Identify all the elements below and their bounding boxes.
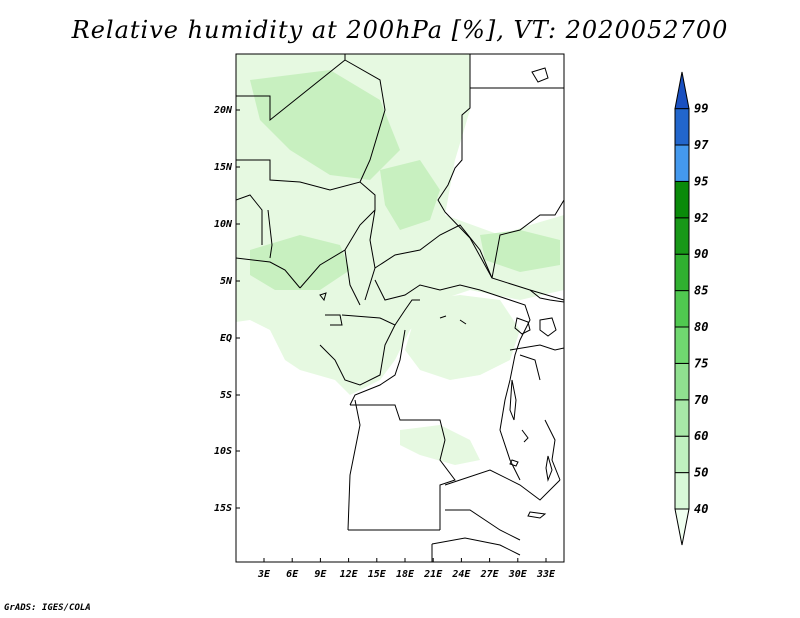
lon-tick-label: 21E [423,569,443,580]
colorbar-label: 40 [694,502,708,516]
colorbar-label: 95 [694,174,708,188]
colorbar-swatch [674,180,690,219]
lon-tick-label: 18E [396,569,415,580]
colorbar-label: 70 [694,393,708,407]
lon-tick-label: 6E [286,569,299,580]
lon-tick-label: 12E [340,569,359,580]
footer-credit: GrADS: IGES/COLA [4,603,91,613]
lat-tick-label: 10N [214,219,233,230]
colorbar-swatch [674,399,690,437]
country-borders [236,54,564,562]
colorbar-label: 99 [694,102,708,116]
map-frame [235,53,565,563]
lon-tick-label: 33E [536,569,556,580]
colorbar-swatch [674,435,690,474]
colorbar-max-arrow [674,71,690,110]
colorbar-swatch [674,290,690,328]
humidity-band-3 [250,235,350,290]
colorbar-swatch [674,108,690,146]
lon-tick-label: 30E [508,569,528,580]
lat-tick-label: 15N [214,162,233,173]
lat-tick-label: 10S [214,446,232,457]
colorbar-label: 85 [694,284,708,298]
map-title: Relative humidity at 200hPa [%], VT: 202… [71,16,729,44]
colorbar-swatch [674,326,690,364]
lon-tick-label: 24E [451,569,471,580]
colorbar-label: 50 [694,466,708,480]
colorbar-label: 60 [694,429,708,443]
lat-tick-label: 5N [220,276,233,287]
humidity-fill [236,54,564,465]
colorbar-label: 92 [694,211,708,225]
colorbar-label: 80 [694,320,708,334]
lon-tick-label: 3E [257,569,271,580]
lon-tick-label: 27E [480,569,500,580]
humidity-band-4 [480,230,560,272]
colorbar-label: 90 [694,247,708,261]
latitude-ticks: 20N 15N 10N 5N EQ 5S 10S 15S [213,105,240,514]
colorbar-swatch [674,217,690,255]
humidity-band-1 [250,70,400,180]
humidity-area-south [400,425,480,465]
colorbar-swatch [674,253,690,292]
lakes [319,67,557,519]
lat-tick-label: 15S [214,503,232,514]
colorbar-swatch [674,362,690,401]
humidity-band-2 [380,160,440,230]
colorbar: 40 50 60 70 75 80 85 90 92 95 97 99 [674,71,709,546]
colorbar-label: 75 [694,356,708,370]
longitude-ticks: 3E 6E 9E 12E 15E 18E 21E 24E 27E 30E 33E [257,558,556,580]
lon-tick-label: 9E [314,569,327,580]
colorbar-swatch [674,144,690,182]
humidity-area-center [405,295,520,380]
lat-tick-label: EQ [220,333,232,344]
colorbar-label: 97 [694,138,709,152]
colorbar-min-arrow [674,508,690,546]
lat-tick-label: 20N [213,105,233,116]
colorbar-swatch [674,472,690,510]
lon-tick-label: 15E [368,569,387,580]
lat-tick-label: 5S [220,390,232,401]
